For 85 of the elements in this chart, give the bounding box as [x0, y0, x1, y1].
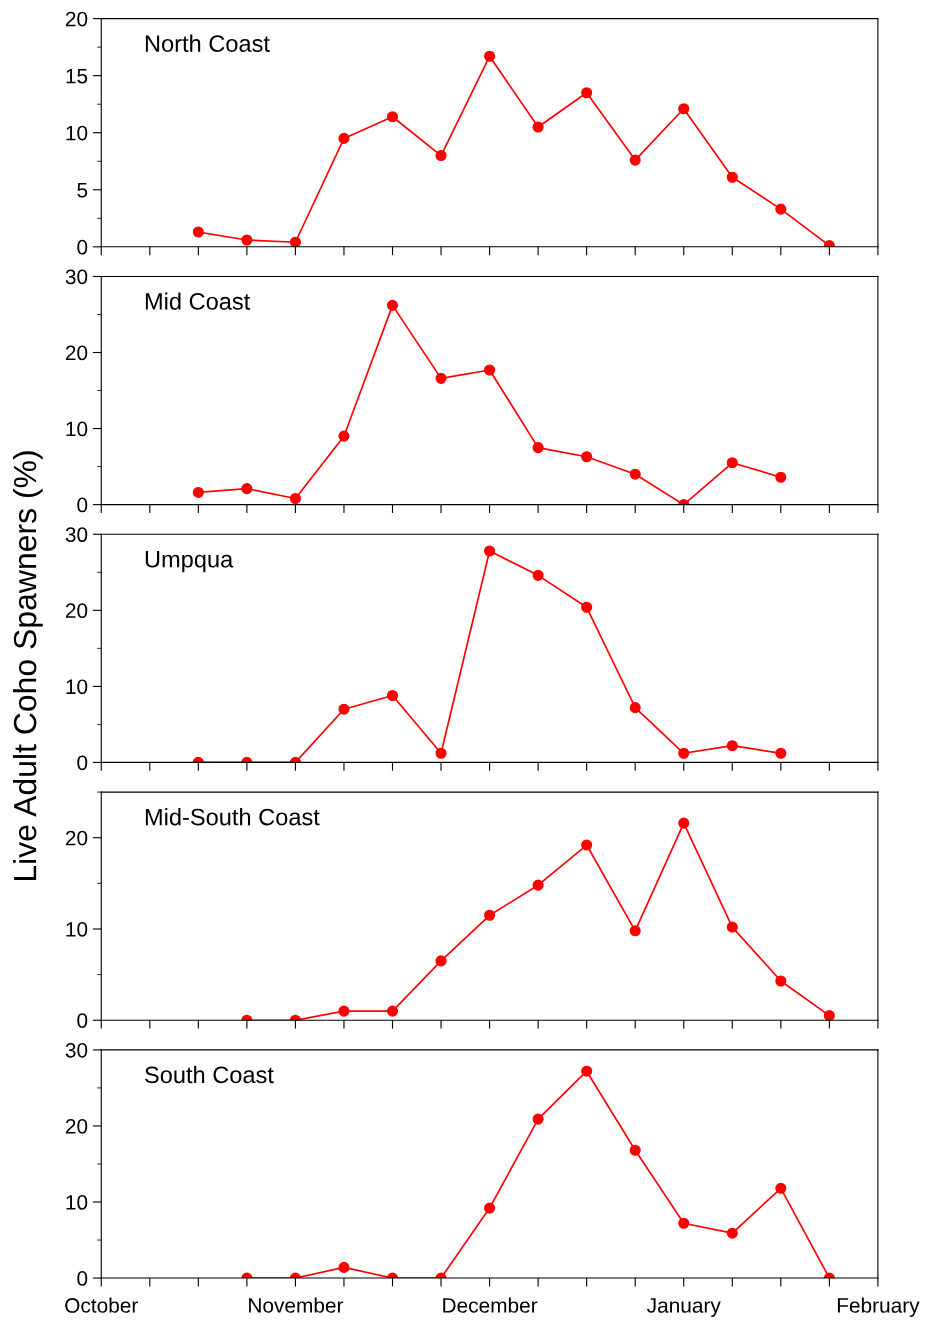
- point: [678, 817, 690, 829]
- point: [581, 87, 593, 99]
- y-tick-label: 10: [66, 921, 88, 937]
- point: [775, 471, 787, 483]
- point: [726, 171, 738, 183]
- y-tick-label: 10: [66, 125, 88, 141]
- y-axis-title: Live Adult Coho Spawners (%): [12, 451, 43, 880]
- y-tick-label: 10: [66, 421, 88, 437]
- point: [678, 1217, 690, 1229]
- y-tick-label: 20: [65, 345, 88, 361]
- point: [629, 702, 641, 714]
- x-tick-label: January: [647, 1298, 721, 1317]
- point: [532, 121, 544, 133]
- y-tick-label: 0: [77, 755, 88, 771]
- point: [484, 909, 496, 921]
- point: [726, 740, 738, 752]
- x-tick-label: November: [249, 1297, 344, 1313]
- point: [338, 1261, 350, 1273]
- point: [532, 442, 544, 454]
- point: [726, 457, 738, 469]
- point: [192, 226, 204, 238]
- point: [386, 111, 399, 123]
- point: [581, 839, 593, 851]
- point: [581, 451, 593, 463]
- point: [241, 483, 253, 495]
- y-tick-label: 30: [65, 527, 88, 543]
- point: [678, 103, 690, 115]
- text: North Coast: [145, 34, 270, 52]
- point: [581, 1065, 593, 1077]
- point: [192, 486, 204, 499]
- y-tick-label: 20: [65, 11, 88, 27]
- point: [484, 545, 496, 557]
- point: [289, 236, 301, 247]
- point: [726, 921, 738, 933]
- point: [484, 1202, 496, 1214]
- y-tick-label: 20: [65, 830, 88, 846]
- x-tick-label: December: [443, 1297, 538, 1313]
- text: Mid Coast: [145, 292, 251, 310]
- y-tick-label: 20: [65, 1118, 88, 1134]
- point: [581, 601, 593, 613]
- point: [241, 234, 253, 246]
- point: [775, 975, 787, 987]
- y-tick-label: 0: [77, 497, 88, 513]
- point: [338, 430, 350, 442]
- y-tick-label: 20: [65, 603, 88, 619]
- y-tick-label: 0: [77, 1013, 88, 1028]
- point: [435, 149, 447, 162]
- point: [435, 955, 447, 967]
- point: [484, 364, 496, 376]
- x-tick-label: February: [837, 1297, 920, 1317]
- y-tick-label: 0: [77, 239, 88, 255]
- point: [386, 299, 399, 311]
- point: [775, 203, 787, 215]
- point: [629, 154, 641, 166]
- point: [386, 1005, 399, 1017]
- point: [338, 132, 350, 144]
- point: [435, 747, 447, 759]
- y-tick-label: 15: [66, 68, 88, 84]
- y-tick-label: 5: [77, 182, 88, 198]
- point: [629, 468, 641, 480]
- text: Mid-South Coast: [145, 808, 320, 826]
- y-tick-label: 0: [77, 1271, 88, 1286]
- y-tick-label: 30: [65, 1042, 88, 1058]
- point: [726, 1227, 738, 1239]
- y-tick-label: 10: [66, 1195, 88, 1210]
- point: [678, 747, 690, 759]
- point: [775, 1182, 787, 1194]
- point: [532, 879, 544, 891]
- point: [629, 925, 641, 937]
- point: [484, 50, 496, 62]
- point: [532, 569, 544, 581]
- y-tick-label: 10: [66, 679, 88, 695]
- point: [338, 1005, 350, 1017]
- text: Umpqua: [145, 551, 234, 573]
- point: [338, 703, 350, 715]
- point: [435, 372, 447, 384]
- point: [532, 1113, 544, 1125]
- x-tick-label: October: [65, 1297, 138, 1313]
- point: [386, 689, 399, 702]
- y-tick-label: 30: [65, 269, 88, 285]
- text: South Coast: [145, 1065, 274, 1084]
- point: [629, 1144, 641, 1156]
- point: [775, 747, 787, 759]
- point: [823, 1010, 835, 1021]
- point: [289, 492, 301, 505]
